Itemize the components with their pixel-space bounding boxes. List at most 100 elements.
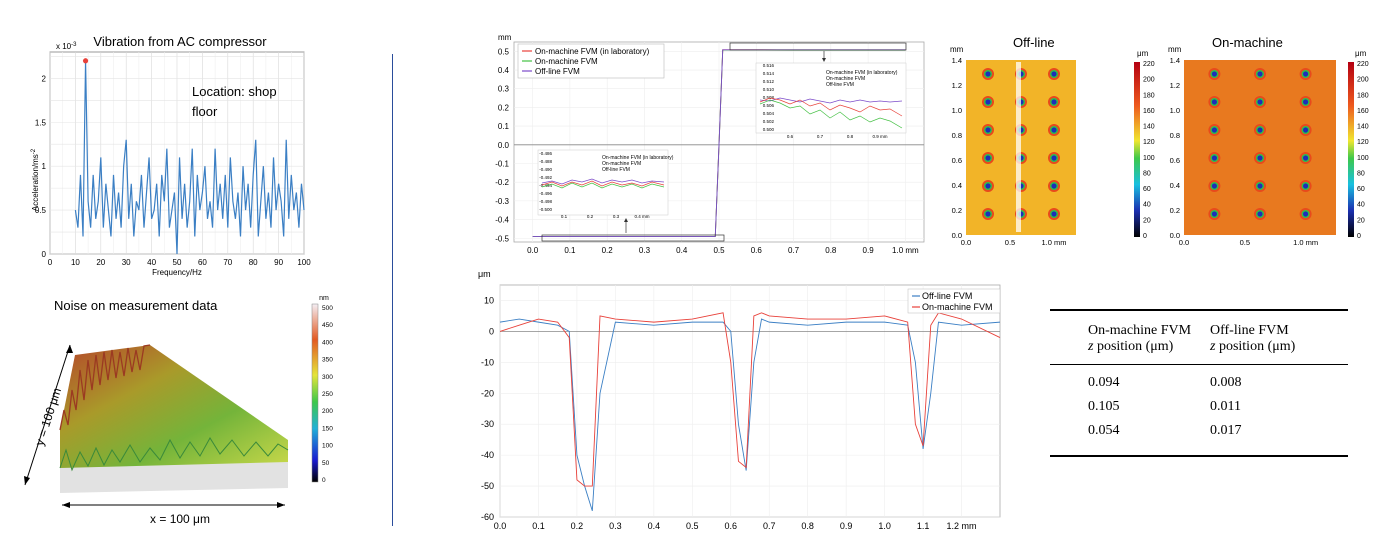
off-colorbar-tick: 20	[1143, 217, 1151, 224]
profile-legend-onmachine: On-machine FVM	[922, 302, 993, 312]
vibration-x-tick: 60	[198, 258, 207, 267]
surface-area	[60, 345, 288, 468]
off-map-y-tick: 0.8	[952, 131, 962, 140]
inset-top-x-tick: 0.6	[787, 134, 794, 139]
off-hole	[985, 211, 991, 217]
noise-colorbar-tick: 0	[322, 477, 326, 484]
off-hole	[1051, 183, 1057, 189]
step-x-ticks: 0.0 0.1 0.2 0.3 0.4 0.5 0.6 0.7 0.8 0.9 1.0 mm	[527, 246, 919, 255]
step-x-tick: 0.8	[825, 246, 837, 255]
inset-bottom-x-tick: 0.4 mm	[634, 214, 649, 219]
on-colorbar-tick: 120	[1357, 139, 1369, 146]
inset-top-x-tick: 0.7	[817, 134, 824, 139]
noise-x-label: x = 100 μm	[150, 512, 210, 526]
inset-bottom-y-tick: -0.492	[539, 175, 552, 180]
step-highlight-bottom	[541, 234, 725, 242]
on-map-x-tick: 0.0	[1179, 238, 1189, 247]
noise-surface-figure: y = 100 μm x = 100 μm nm 500450400350300…	[24, 295, 333, 526]
step-height-chart: mm 0.0 0.1 0.2 0.3 0.4 0.5 0.6 0.7 0.8 0.9 1.0 mm …	[495, 33, 925, 255]
off-colorbar-tick: 120	[1143, 139, 1155, 146]
table-cell-onmachine: 0.094	[1088, 375, 1120, 390]
on-map-y-tick: 0.6	[1170, 156, 1180, 165]
vibration-series-line	[74, 60, 305, 255]
off-map-y-tick: 1.2	[952, 81, 962, 90]
vibration-y-tick: 0.5	[35, 206, 47, 215]
off-map-y-tick: 0.6	[952, 156, 962, 165]
noise-colorbar-tick: 50	[322, 460, 330, 467]
on-hole	[1257, 211, 1263, 217]
step-x-tick: 0.3	[639, 246, 651, 255]
step-legend-onmachine: On-machine FVM	[535, 57, 598, 66]
step-x-tick: 0.7	[788, 246, 800, 255]
inset-bottom-y-tick: -0.490	[539, 167, 552, 172]
inset-top-offline-line	[759, 97, 903, 104]
off-hole	[985, 71, 991, 77]
table-cell-onmachine: 0.105	[1088, 399, 1120, 414]
step-highlight-top	[729, 42, 907, 51]
inset-bottom-x-tick: 0.2	[587, 214, 594, 219]
step-y-tick: 0.2	[498, 103, 510, 112]
profile-x-tick: 0.0	[494, 521, 507, 531]
on-colorbar-tick: 20	[1357, 217, 1365, 224]
inset-top-legend: On-machine FVM (in laboratory) On-machin…	[826, 70, 898, 88]
offline-cb-unit: μm	[1137, 49, 1149, 58]
profile-series	[499, 312, 1001, 511]
inset-top-y-tick: 0.500	[763, 127, 775, 132]
on-colorbar-tick: 160	[1357, 108, 1369, 115]
inset-bottom-onmachine-line	[541, 182, 665, 189]
on-hole	[1303, 155, 1309, 161]
off-map-y-tick: 1.0	[952, 106, 962, 115]
off-hole	[985, 155, 991, 161]
onmachine-map-yunit: mm	[1168, 45, 1182, 54]
on-hole	[1303, 127, 1309, 133]
step-x-tick: 0.9	[863, 246, 875, 255]
inset-top-x-tick: 0.9 mm	[872, 134, 887, 139]
table-cell-offline: 0.008	[1210, 375, 1242, 390]
table-header-offline-title: Off-line FVM	[1210, 323, 1289, 338]
onmachine-colorbar	[1348, 62, 1354, 237]
surface-ridge-front	[59, 437, 289, 472]
off-hole	[985, 127, 991, 133]
noise-colorbar-unit: nm	[319, 295, 329, 302]
noise-colorbar-tick: 300	[322, 374, 333, 381]
inset-top-lab-line	[759, 97, 903, 117]
off-map-x-tick: 0.5	[1005, 238, 1015, 247]
off-colorbar-tick: 220	[1143, 61, 1155, 68]
vibration-x-tick: 80	[249, 258, 258, 267]
inset-top-y-tick: 0.508	[763, 95, 775, 100]
profile-series-line	[499, 312, 1001, 487]
onmachine-map-tint	[1184, 60, 1336, 235]
onmachine-height-map: mm 1.4 1.2 1.0 0.8 0.6 0.4 0.2 0.0 0.0 0.5 1.0 mm…	[1168, 45, 1369, 247]
vibration-chart: Vibration from AC compressor 0 10 20 30 40 50…	[31, 34, 311, 277]
inset-top-x-tick: 0.8	[847, 134, 854, 139]
table-row: 0.094 0.008	[1050, 375, 1348, 399]
onmachine-map-holes	[1208, 68, 1312, 220]
vibration-exponent: x 10-3	[56, 42, 77, 51]
vibration-x-tick: 40	[147, 258, 156, 267]
step-legend-lab: On-machine FVM (in laboratory)	[535, 47, 650, 56]
inset-top-y-tick: 0.512	[763, 79, 775, 84]
noise-colorbar-tick: 200	[322, 408, 333, 415]
inset-bottom-legend-onmachine: On-machine FVM	[602, 161, 641, 167]
vibration-y-tick: 1	[42, 162, 47, 171]
inset-bottom-legend: On-machine FVM (in laboratory) On-machin…	[602, 155, 674, 173]
onmachine-map-y-ticks: 1.4 1.2 1.0 0.8 0.6 0.4 0.2 0.0	[1170, 56, 1180, 240]
step-x-tick: 0.5	[713, 246, 725, 255]
table-body: 0.094 0.008 0.105 0.011 0.054 0.017	[1050, 365, 1348, 455]
offline-map-yunit: mm	[950, 45, 964, 54]
off-map-y-tick: 0.4	[952, 181, 962, 190]
profile-y-tick: 0	[489, 326, 494, 336]
offline-height-map: mm 1.4 1.2 1.0 0.8 0.6 0.4 0.2 0.0 0.0 0.5 1.0 mm…	[950, 45, 1155, 247]
offline-map-gap	[1016, 62, 1021, 232]
table-cell-offline: 0.011	[1210, 399, 1241, 414]
on-map-y-tick: 0.0	[1170, 231, 1180, 240]
on-hole	[1257, 99, 1263, 105]
inset-top-y-tick: 0.502	[763, 119, 775, 124]
on-hole	[1257, 71, 1263, 77]
inset-top-y-tick: 0.514	[763, 71, 775, 76]
off-colorbar-tick: 200	[1143, 77, 1155, 84]
offline-colorbar	[1134, 62, 1140, 237]
on-colorbar-tick: 60	[1357, 186, 1365, 193]
vibration-xlabel: Frequency/Hz	[152, 268, 202, 277]
